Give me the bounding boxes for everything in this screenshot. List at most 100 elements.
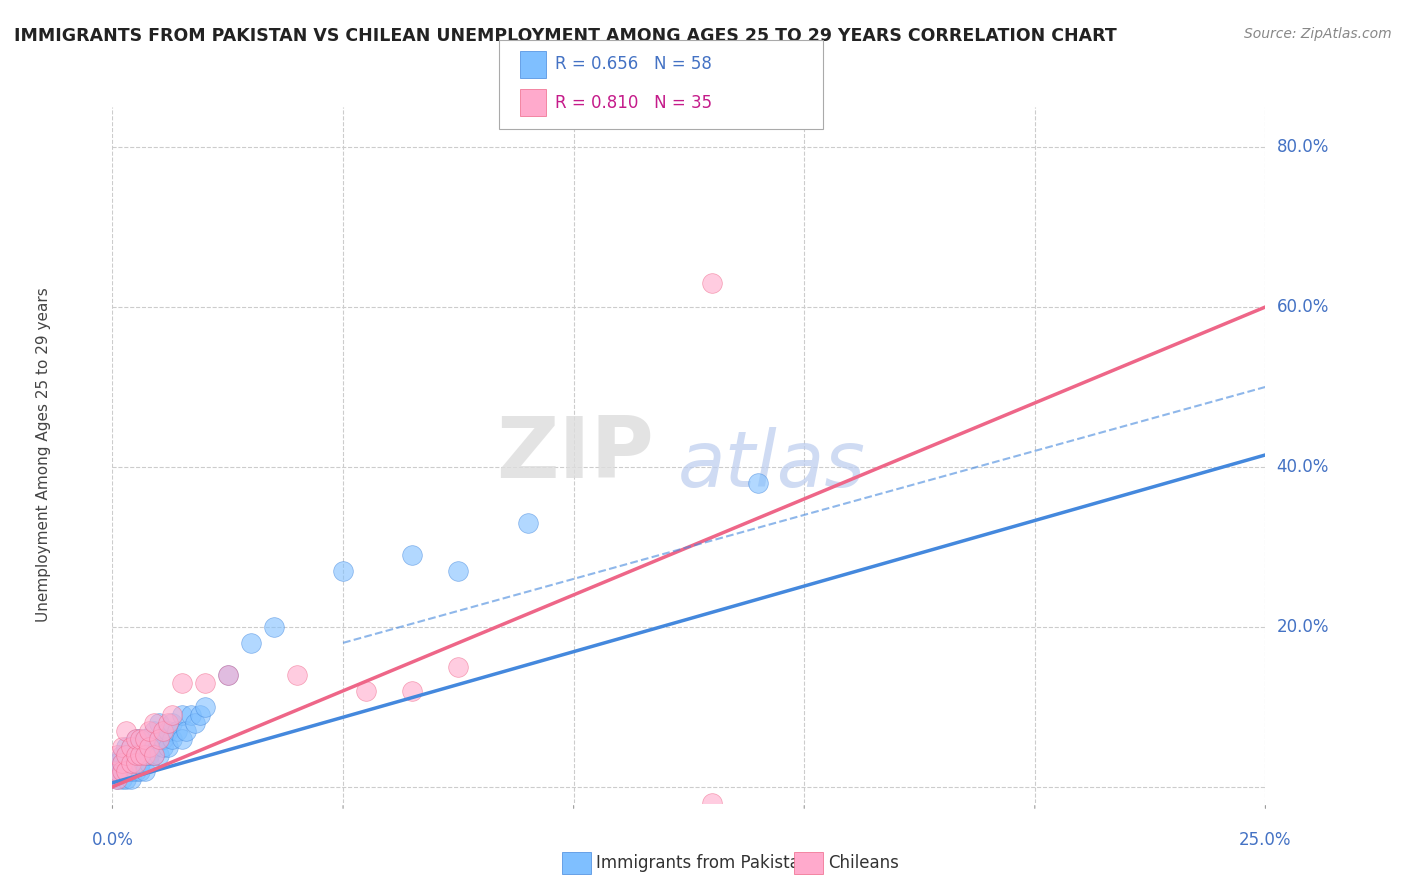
- Point: [120, 739, 142, 754]
- Point: [162, 715, 184, 730]
- Point: [170, 707, 193, 722]
- Point: [170, 676, 193, 690]
- Point: [129, 747, 152, 762]
- Point: [447, 564, 470, 578]
- Point: [138, 739, 160, 754]
- Point: [105, 764, 128, 778]
- Point: [124, 747, 146, 762]
- Point: [184, 715, 207, 730]
- Point: [111, 756, 134, 770]
- Point: [111, 764, 134, 778]
- Point: [115, 764, 138, 778]
- Point: [194, 676, 217, 690]
- Text: atlas: atlas: [678, 427, 865, 503]
- Point: [120, 756, 142, 770]
- Point: [194, 699, 217, 714]
- Point: [143, 739, 166, 754]
- Point: [138, 756, 160, 770]
- Point: [129, 731, 152, 746]
- Point: [120, 739, 142, 754]
- Point: [401, 683, 423, 698]
- Text: 0.0%: 0.0%: [91, 830, 134, 848]
- Text: Source: ZipAtlas.com: Source: ZipAtlas.com: [1244, 27, 1392, 41]
- Point: [115, 723, 138, 738]
- Point: [148, 715, 170, 730]
- Point: [105, 747, 128, 762]
- Text: IMMIGRANTS FROM PAKISTAN VS CHILEAN UNEMPLOYMENT AMONG AGES 25 TO 29 YEARS CORRE: IMMIGRANTS FROM PAKISTAN VS CHILEAN UNEM…: [14, 27, 1116, 45]
- Point: [105, 756, 128, 770]
- Point: [332, 564, 354, 578]
- Text: 60.0%: 60.0%: [1277, 298, 1329, 316]
- Point: [447, 660, 470, 674]
- Point: [138, 747, 160, 762]
- Point: [156, 715, 179, 730]
- Point: [188, 707, 211, 722]
- Point: [152, 731, 174, 746]
- Point: [354, 683, 377, 698]
- Point: [143, 747, 166, 762]
- Point: [111, 772, 134, 786]
- Point: [129, 756, 152, 770]
- Point: [111, 764, 134, 778]
- Point: [152, 723, 174, 738]
- Text: 20.0%: 20.0%: [1277, 618, 1329, 636]
- Point: [111, 739, 134, 754]
- Text: ZIP: ZIP: [496, 413, 654, 497]
- Point: [115, 739, 138, 754]
- Point: [124, 756, 146, 770]
- Point: [166, 723, 188, 738]
- Point: [152, 739, 174, 754]
- Point: [120, 772, 142, 786]
- Point: [138, 739, 160, 754]
- Point: [143, 747, 166, 762]
- Point: [105, 764, 128, 778]
- Text: Unemployment Among Ages 25 to 29 years: Unemployment Among Ages 25 to 29 years: [35, 287, 51, 623]
- Point: [285, 668, 308, 682]
- Point: [143, 715, 166, 730]
- Point: [156, 723, 179, 738]
- Point: [401, 548, 423, 562]
- Point: [134, 747, 156, 762]
- Point: [115, 764, 138, 778]
- Point: [162, 707, 184, 722]
- Point: [115, 747, 138, 762]
- Point: [115, 756, 138, 770]
- Point: [124, 756, 146, 770]
- Point: [120, 756, 142, 770]
- Point: [134, 747, 156, 762]
- Point: [124, 764, 146, 778]
- Point: [129, 731, 152, 746]
- Point: [124, 731, 146, 746]
- Text: R = 0.656   N = 58: R = 0.656 N = 58: [555, 55, 713, 73]
- Point: [111, 756, 134, 770]
- Point: [162, 731, 184, 746]
- Point: [180, 707, 202, 722]
- Point: [134, 731, 156, 746]
- Point: [115, 747, 138, 762]
- Point: [120, 764, 142, 778]
- Point: [170, 731, 193, 746]
- Point: [124, 747, 146, 762]
- Point: [156, 739, 179, 754]
- Point: [239, 636, 262, 650]
- Point: [516, 516, 538, 530]
- Point: [115, 772, 138, 786]
- Point: [700, 276, 723, 290]
- Point: [111, 747, 134, 762]
- Point: [263, 620, 285, 634]
- Text: R = 0.810   N = 35: R = 0.810 N = 35: [555, 94, 713, 112]
- Point: [148, 731, 170, 746]
- Text: Immigrants from Pakistan: Immigrants from Pakistan: [596, 855, 810, 872]
- Point: [174, 723, 197, 738]
- Point: [105, 772, 128, 786]
- Point: [105, 772, 128, 786]
- Point: [700, 796, 723, 810]
- Point: [134, 764, 156, 778]
- Point: [148, 747, 170, 762]
- Point: [747, 475, 769, 490]
- Point: [134, 731, 156, 746]
- Point: [138, 723, 160, 738]
- Point: [217, 668, 239, 682]
- Point: [129, 764, 152, 778]
- Point: [148, 731, 170, 746]
